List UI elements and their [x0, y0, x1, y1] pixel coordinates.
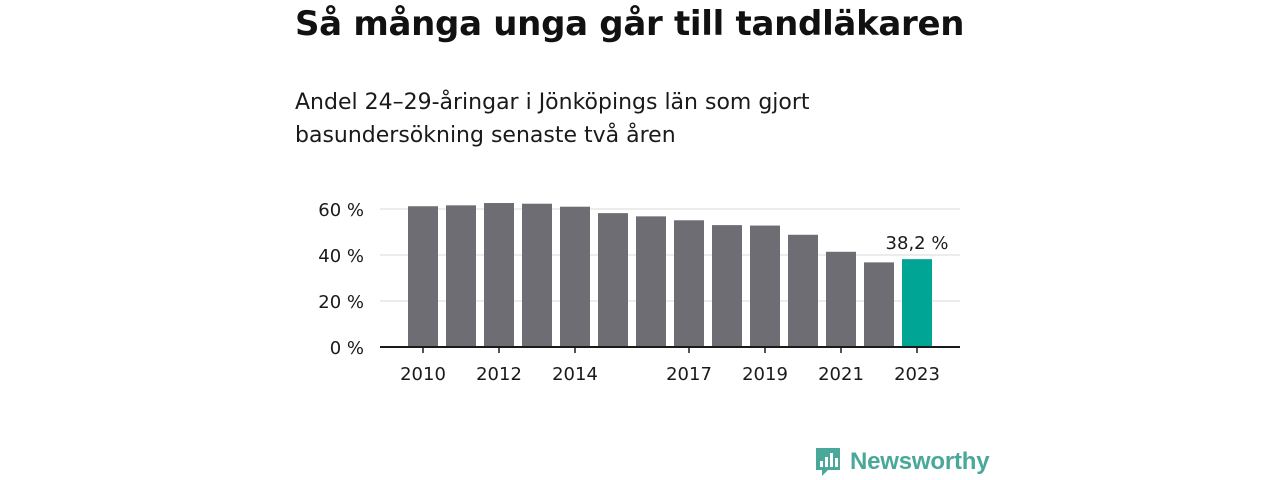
chart-title: Så många unga går till tandläkaren: [295, 4, 965, 44]
bar: [522, 203, 552, 347]
brand-logo: Newsworthy: [814, 446, 990, 478]
bar: [446, 205, 476, 347]
bar: [750, 225, 780, 347]
x-tick-label: 2017: [666, 364, 712, 385]
x-tick-label: 2019: [742, 364, 788, 385]
bar: [408, 206, 438, 347]
y-tick-label: 0 %: [330, 338, 364, 359]
x-tick-label: 2023: [894, 364, 940, 385]
x-tick-label: 2010: [400, 364, 446, 385]
y-tick-label: 60 %: [318, 200, 364, 221]
newsworthy-logo-icon: [816, 448, 840, 476]
bar: [484, 203, 514, 347]
data-label: 38,2 %: [886, 233, 949, 254]
x-tick-label: 2012: [476, 364, 522, 385]
chart-subtitle: Andel 24–29-åringar i Jönköpings län som…: [295, 90, 810, 148]
bar: [636, 216, 666, 347]
bar: [674, 220, 704, 347]
bar-highlight: [902, 259, 932, 347]
bar: [560, 206, 590, 347]
x-tick-label: 2021: [818, 364, 864, 385]
y-tick-label: 40 %: [318, 246, 364, 267]
bar: [598, 213, 628, 347]
bar: [788, 234, 818, 347]
x-tick-label: 2014: [552, 364, 598, 385]
bar: [826, 251, 856, 347]
brand-name: Newsworthy: [850, 448, 990, 475]
bar: [864, 262, 894, 347]
bar: [712, 225, 742, 347]
y-tick-label: 20 %: [318, 292, 364, 313]
